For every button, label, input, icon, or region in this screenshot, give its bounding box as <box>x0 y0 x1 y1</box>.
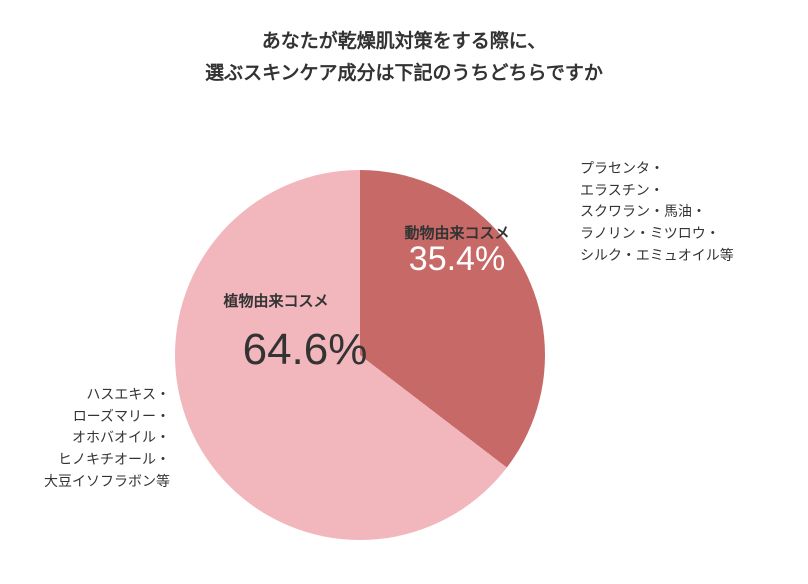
slice-pct-plant: 64.6% <box>185 325 425 375</box>
annotation-right: プラセンタ・ エラスチン・ スクワラン・馬油・ ラノリン・ミツロウ・ シルク・エ… <box>580 158 790 266</box>
annotation-left: ハスエキス・ ローズマリー・ オホバオイル・ ヒノキチオール・ 大豆イソフラボン… <box>10 384 170 492</box>
slice-pct-animal: 35.4% <box>362 240 552 279</box>
chart-title-line1: あなたが乾燥肌対策をする際に、 <box>262 31 546 52</box>
slice-label-plant: 植物由来コスメ <box>196 290 356 311</box>
chart-title: あなたが乾燥肌対策をする際に、 選ぶスキンケア成分は下記のうちどちらですか <box>0 26 808 91</box>
chart-title-line2: 選ぶスキンケア成分は下記のうちどちらですか <box>205 63 603 84</box>
